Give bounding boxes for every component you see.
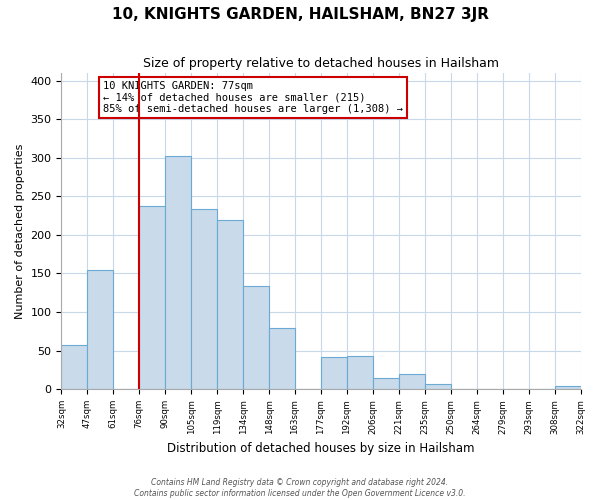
Bar bbox=[139, 206, 165, 389]
Bar bbox=[347, 356, 373, 389]
Text: 10 KNIGHTS GARDEN: 77sqm
← 14% of detached houses are smaller (215)
85% of semi-: 10 KNIGHTS GARDEN: 77sqm ← 14% of detach… bbox=[103, 81, 403, 114]
Bar bbox=[554, 386, 581, 389]
X-axis label: Distribution of detached houses by size in Hailsham: Distribution of detached houses by size … bbox=[167, 442, 475, 455]
Bar bbox=[321, 358, 347, 389]
Bar bbox=[88, 270, 113, 389]
Title: Size of property relative to detached houses in Hailsham: Size of property relative to detached ho… bbox=[143, 58, 499, 70]
Bar bbox=[243, 286, 269, 389]
Text: Contains HM Land Registry data © Crown copyright and database right 2024.
Contai: Contains HM Land Registry data © Crown c… bbox=[134, 478, 466, 498]
Bar bbox=[425, 384, 451, 389]
Y-axis label: Number of detached properties: Number of detached properties bbox=[15, 144, 25, 319]
Text: 10, KNIGHTS GARDEN, HAILSHAM, BN27 3JR: 10, KNIGHTS GARDEN, HAILSHAM, BN27 3JR bbox=[112, 8, 488, 22]
Bar bbox=[165, 156, 191, 389]
Bar bbox=[191, 210, 217, 389]
Bar bbox=[61, 345, 88, 389]
Bar bbox=[217, 220, 243, 389]
Bar bbox=[399, 374, 425, 389]
Bar bbox=[373, 378, 399, 389]
Bar bbox=[269, 328, 295, 389]
